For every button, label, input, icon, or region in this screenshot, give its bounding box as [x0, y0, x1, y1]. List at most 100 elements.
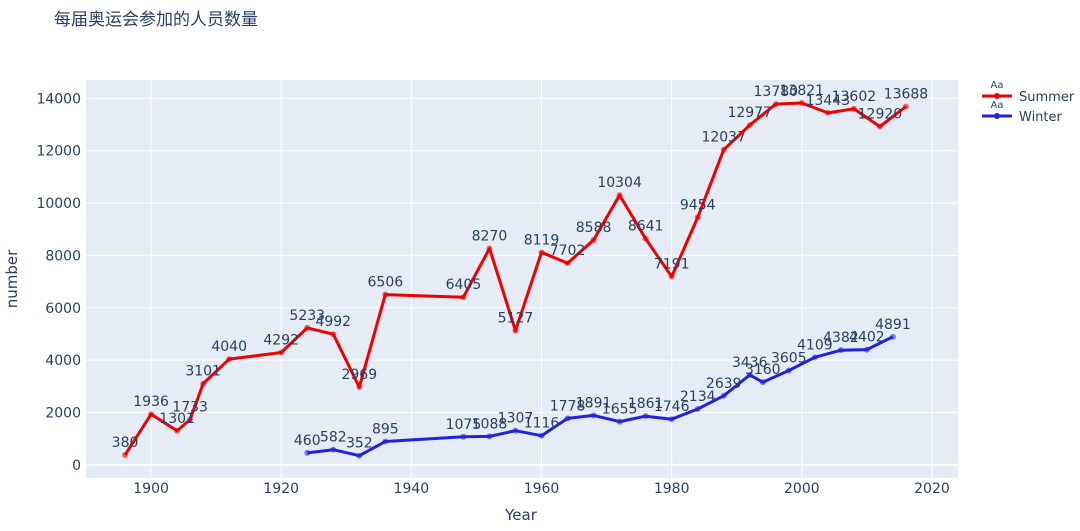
y-tick-label: 8000	[45, 248, 81, 264]
summer-data-point	[226, 356, 233, 363]
summer-data-label: 7191	[654, 257, 690, 273]
winter-data-label: 582	[320, 430, 347, 446]
summer-data-label: 12037	[701, 130, 746, 146]
summer-data-point	[590, 237, 597, 244]
summer-data-point	[148, 411, 155, 418]
winter-data-point	[642, 413, 649, 420]
winter-data-point	[486, 433, 493, 440]
summer-data-label: 13821	[780, 83, 825, 99]
winter-data-label: 1655	[602, 402, 638, 418]
winter-data-label: 1891	[576, 395, 612, 411]
summer-data-point	[512, 327, 519, 334]
legend-item-winter[interactable]: Aa Winter	[982, 100, 1063, 125]
summer-data-label: 10304	[597, 175, 642, 191]
summer-data-label: 8641	[628, 219, 664, 235]
summer-data-label: 13780	[754, 84, 799, 100]
winter-data-label: 1307	[498, 411, 534, 427]
summer-data-label: 13688	[884, 86, 929, 102]
summer-data-point	[694, 214, 701, 221]
x-tick-label: 1900	[133, 481, 169, 497]
winter-data-point	[811, 354, 818, 361]
winter-data-label: 1075	[446, 417, 482, 433]
winter-data-label: 3436	[732, 355, 768, 371]
winter-data-label: 1088	[472, 416, 508, 432]
x-tick-label: 1960	[524, 481, 560, 497]
winter-data-point	[746, 371, 753, 378]
summer-data-point	[486, 245, 493, 252]
y-tick-label: 6000	[45, 301, 81, 317]
summer-data-point	[902, 103, 909, 110]
summer-data-point	[174, 427, 181, 434]
winter-data-label: 1116	[524, 416, 560, 432]
winter-data-label: 4109	[797, 337, 833, 353]
x-tick-label: 2020	[914, 481, 950, 497]
winter-data-point	[863, 346, 870, 353]
summer-data-point	[772, 101, 779, 108]
summer-data-label: 9454	[680, 197, 716, 213]
summer-data-point	[122, 451, 129, 458]
summer-data-point	[538, 249, 545, 256]
x-tick-label: 1920	[263, 481, 299, 497]
summer-data-point	[616, 192, 623, 199]
y-tick-label: 2000	[45, 406, 81, 422]
winter-data-point	[356, 452, 363, 459]
x-tick-label: 2000	[784, 481, 820, 497]
legend[interactable]: Aa Summer Aa Winter	[982, 80, 1075, 125]
summer-data-label: 380	[112, 435, 139, 451]
summer-data-point	[876, 123, 883, 130]
summer-data-point	[720, 146, 727, 153]
summer-data-point	[824, 109, 831, 116]
x-tick-label: 1940	[394, 481, 430, 497]
legend-marker-summer	[994, 93, 1000, 99]
summer-data-label: 13443	[806, 93, 851, 109]
winter-data-point	[668, 416, 675, 423]
winter-data-label: 4891	[875, 317, 911, 333]
winter-series-line	[307, 335, 894, 458]
winter-data-point	[330, 446, 337, 453]
summer-data-point	[850, 105, 857, 112]
summer-data-label: 6405	[446, 277, 482, 293]
winter-data-point	[889, 333, 896, 340]
summer-data-label: 12920	[858, 107, 903, 123]
summer-data-label: 13602	[832, 89, 877, 105]
winter-data-point	[785, 367, 792, 374]
summer-data-point	[330, 331, 337, 338]
summer-data-label: 8119	[524, 232, 560, 248]
winter-data-label: 3160	[745, 362, 781, 378]
summer-data-label: 5127	[498, 311, 534, 327]
summer-data-label: 5233	[289, 308, 325, 324]
winter-data-label: 1778	[550, 398, 586, 414]
summer-data-label: 7702	[550, 243, 586, 259]
winter-data-label: 1861	[628, 396, 664, 412]
winter-data-label: 895	[372, 421, 399, 437]
y-axis-title: number	[3, 249, 21, 308]
legend-marker-text: Aa	[991, 100, 1004, 111]
legend-marker-winter	[994, 113, 1000, 119]
summer-data-point	[460, 294, 467, 301]
series-layer	[122, 100, 909, 459]
x-axis-title: Year	[504, 506, 538, 524]
y-tick-label: 14000	[36, 91, 81, 107]
y-tick-label: 4000	[45, 353, 81, 369]
summer-data-label: 4992	[315, 314, 351, 330]
summer-data-label: 2969	[341, 367, 377, 383]
winter-data-label: 3605	[771, 351, 807, 367]
summer-data-point	[382, 291, 389, 298]
y-tick-label: 0	[72, 458, 81, 474]
summer-data-point	[798, 100, 805, 107]
summer-data-label: 1301	[159, 411, 195, 427]
winter-data-label: 1746	[654, 399, 690, 415]
legend-item-summer[interactable]: Aa Summer	[982, 80, 1075, 105]
winter-data-point	[694, 406, 701, 413]
summer-data-label: 3101	[185, 364, 221, 380]
winter-data-point	[304, 449, 311, 456]
winter-data-point	[837, 347, 844, 354]
x-axis-ticks: 1900 1920 1940 1960 1980 2000 2020	[133, 481, 950, 497]
summer-data-point	[278, 349, 285, 356]
summer-data-point	[356, 384, 363, 391]
summer-data-label: 8588	[576, 220, 612, 236]
summer-data-label: 1733	[172, 400, 208, 416]
winter-data-label: 4382	[823, 330, 859, 346]
summer-data-point	[746, 122, 753, 129]
winter-data-label: 352	[346, 436, 373, 452]
